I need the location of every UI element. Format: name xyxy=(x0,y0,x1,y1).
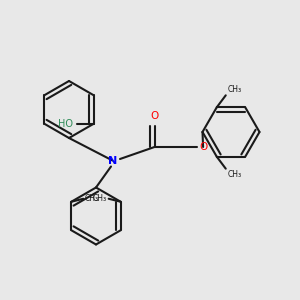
Text: CH₃: CH₃ xyxy=(85,194,99,203)
Text: CH₃: CH₃ xyxy=(227,170,242,179)
Text: CH₃: CH₃ xyxy=(93,194,107,203)
Text: CH₃: CH₃ xyxy=(227,85,242,94)
Text: O: O xyxy=(199,142,207,152)
Text: O: O xyxy=(150,112,159,122)
Text: N: N xyxy=(108,155,117,166)
Text: HO: HO xyxy=(58,119,73,129)
